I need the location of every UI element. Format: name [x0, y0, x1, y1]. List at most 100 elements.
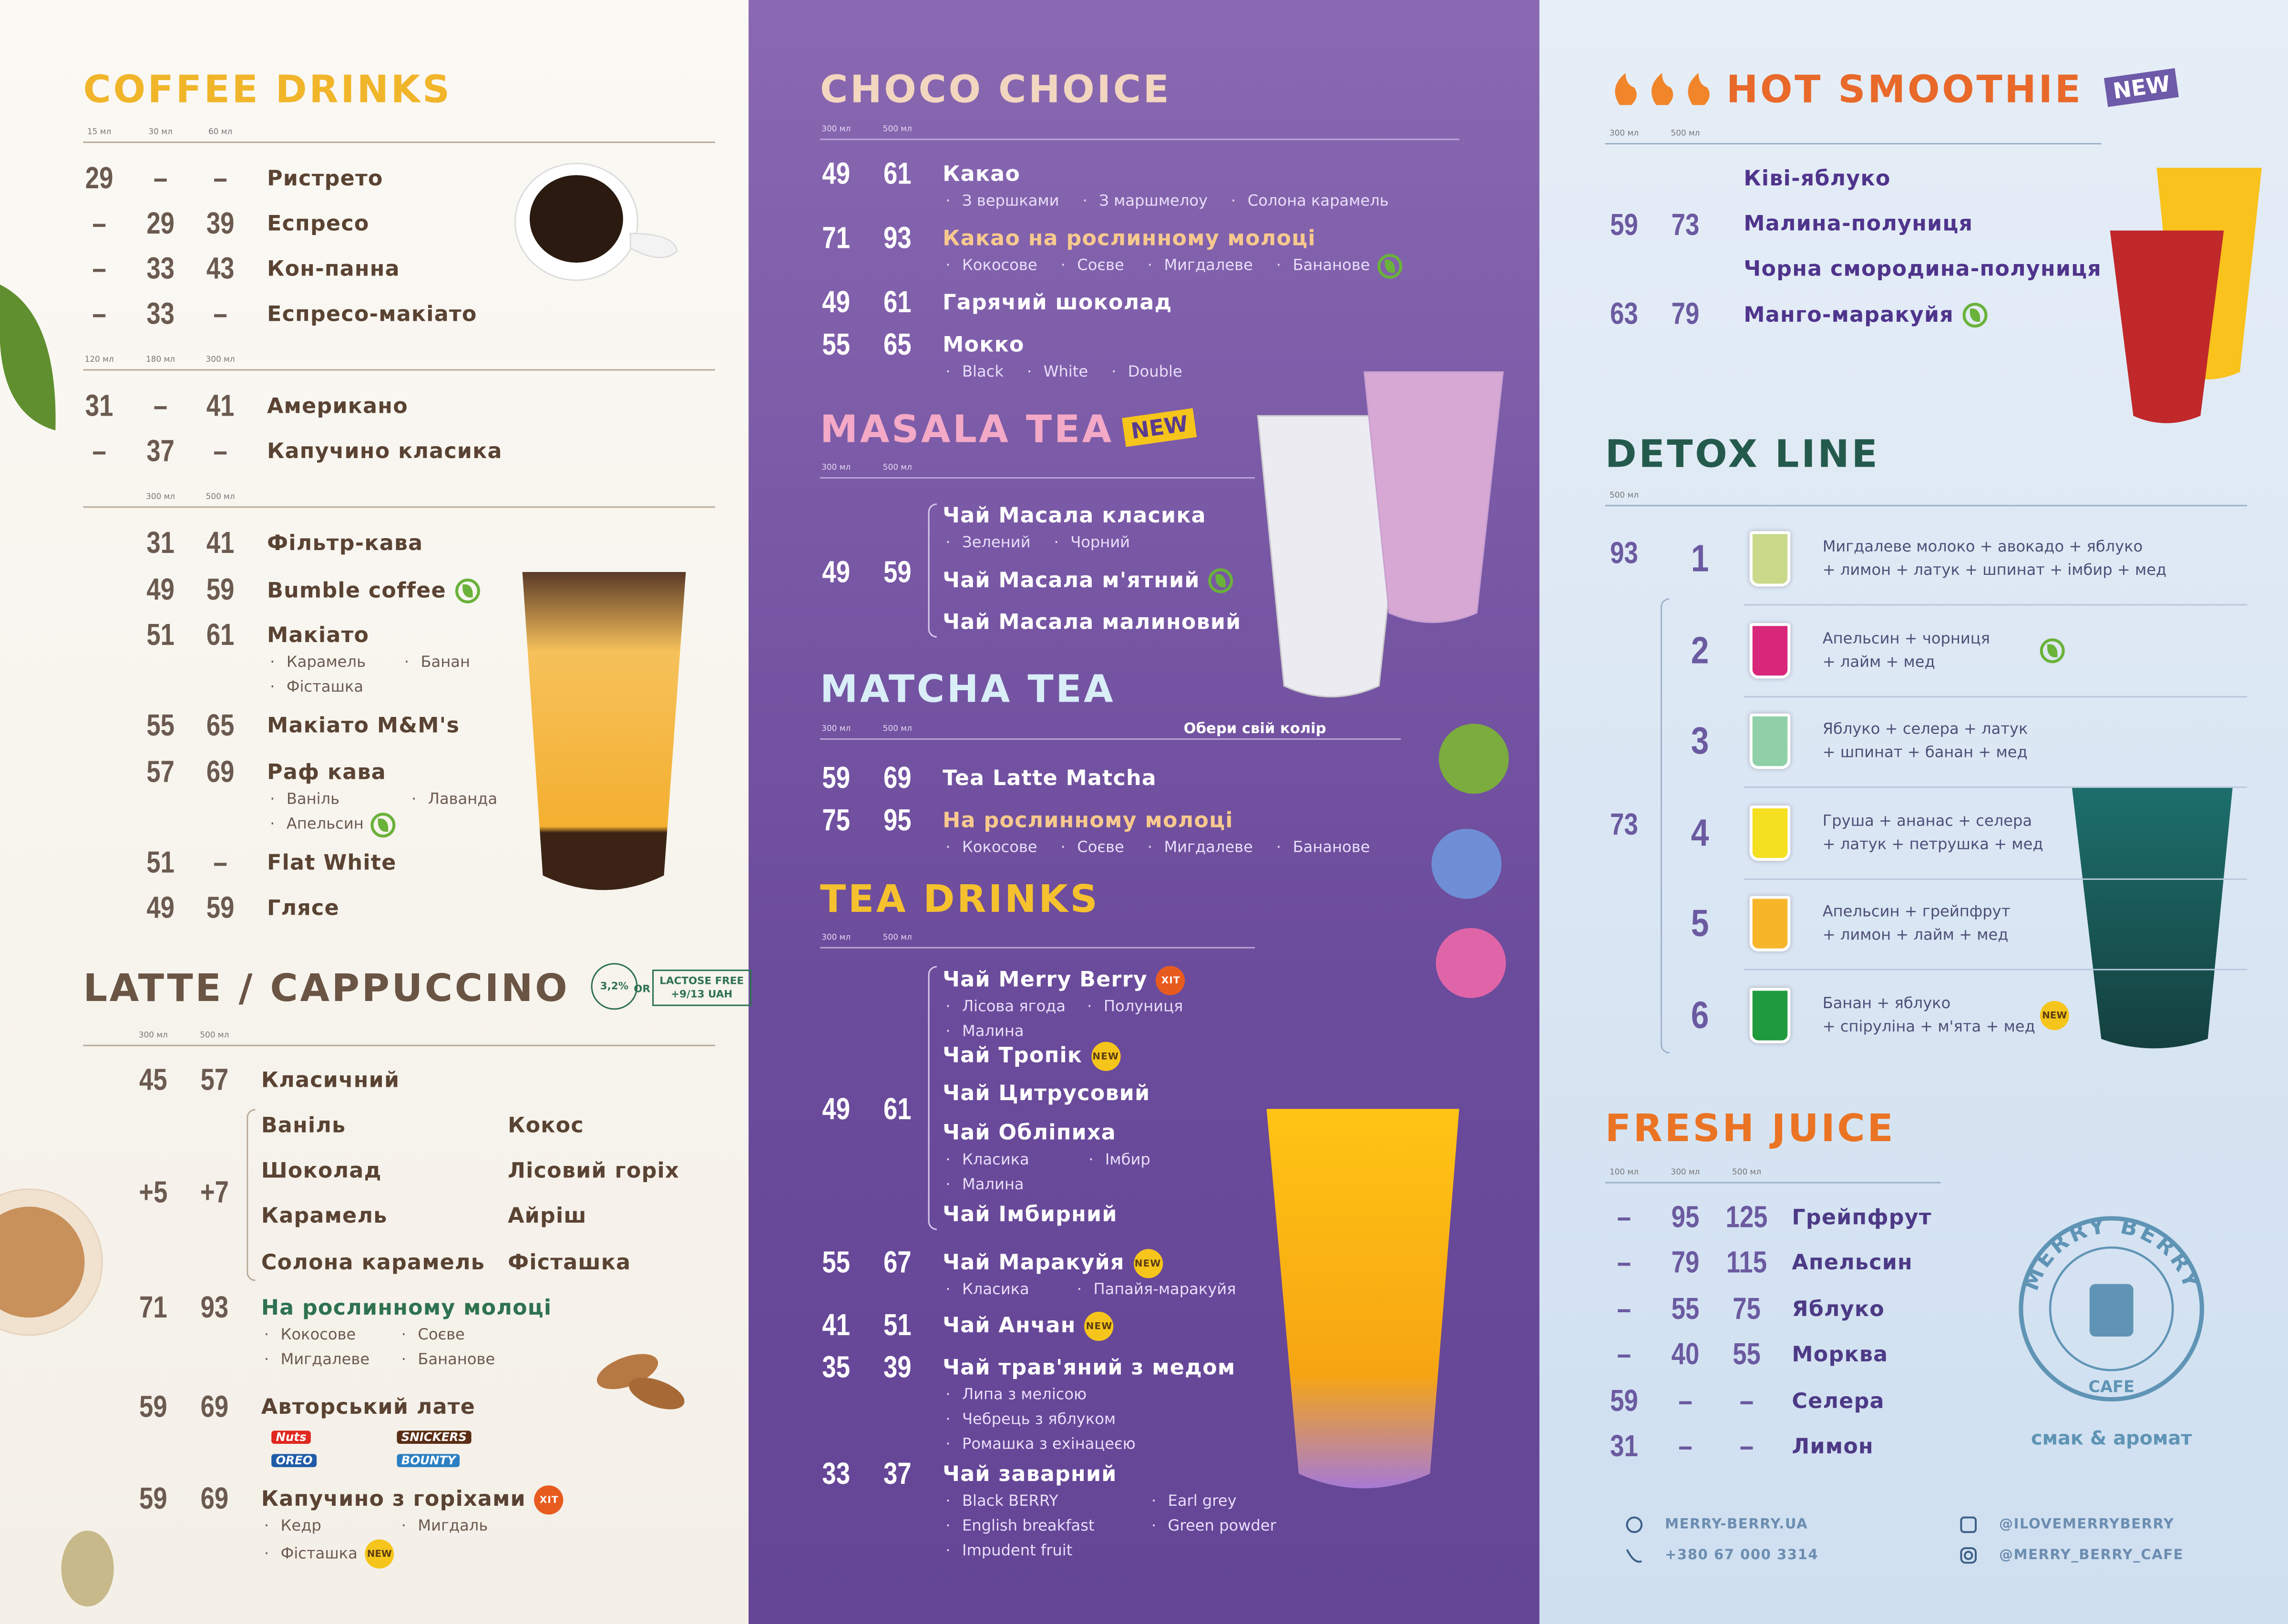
price: 69 — [200, 1482, 229, 1516]
item-name: Чай Маракуйя — [943, 1252, 1125, 1276]
badge: NEW — [365, 1539, 394, 1569]
plant-icon — [455, 578, 480, 603]
item: Лісовий горіх — [508, 1160, 679, 1184]
options: Зелений Чорний — [945, 531, 1130, 556]
detox-ingredients: Груша + ананас + селера — [1822, 813, 2032, 830]
option: Кедр — [264, 1514, 401, 1539]
detox-cup — [1749, 623, 1791, 679]
plant-icon — [2040, 638, 2065, 664]
item-name: Лісовий горіх — [508, 1160, 679, 1184]
section-title: LATTE / CAPPUCCINO — [83, 967, 570, 1011]
options: Кокосове Соєве Мигдалеве Бананове — [945, 836, 1370, 861]
matcha-pink — [1436, 928, 1506, 998]
section-title: MASALA TEA — [820, 409, 1114, 452]
detox-number: 6 — [1691, 993, 1709, 1037]
option-name: Папайя-маракуйя — [1093, 1281, 1236, 1299]
option: Ваніль — [270, 788, 411, 813]
option-name: Мигдалеве — [280, 1351, 370, 1369]
lactose-price: +9/13 UAH — [671, 988, 733, 1001]
size-label: 300 мл — [821, 464, 851, 473]
option: Кокосове — [945, 836, 1037, 861]
item: Чай Цитрусовий — [943, 1083, 1150, 1106]
options: Кокосове Соєве Мигдалеве Бананове — [945, 254, 1402, 279]
rule — [820, 947, 1255, 949]
option-name: Липа з мелісою — [962, 1386, 1087, 1404]
logo-sub: CAFE — [2088, 1377, 2134, 1396]
options: Лісова ягода Полуниця Малина — [945, 995, 1229, 1045]
option-name: Лаванда — [428, 791, 498, 808]
size-label: 120 мл — [84, 356, 114, 365]
item: Чай Масала класика — [943, 505, 1206, 528]
item: Кон-панна — [267, 258, 400, 282]
bracket — [246, 1109, 256, 1281]
price: – — [1617, 1338, 1631, 1372]
item-name: Чай заварний — [943, 1463, 1117, 1487]
option-name: Ваніль — [286, 791, 340, 808]
item-name: Чай Імбирний — [943, 1204, 1118, 1227]
item-name: Ківі-яблуко — [1744, 168, 1891, 192]
option-name: Малина — [962, 1022, 1024, 1041]
detox-number: 2 — [1691, 628, 1709, 672]
size-label: 300 мл — [1609, 130, 1639, 139]
matcha-note: Обери свій колір — [1183, 721, 1326, 738]
option-name: Зелений — [962, 534, 1031, 552]
rule — [1744, 604, 2247, 606]
contact-icons — [1626, 1516, 1977, 1564]
matcha-blue — [1431, 828, 1502, 899]
option-name: Earl grey — [1168, 1492, 1237, 1511]
option: Соєве — [401, 1323, 539, 1348]
rule — [1744, 969, 2247, 970]
detox-ingredients: + шпинат + банан + мед — [1822, 744, 2028, 762]
option-name: White — [1043, 363, 1088, 381]
option: Папайя-маракуйя — [1077, 1278, 1236, 1303]
options: Карамель Банан Фісташка — [270, 651, 538, 700]
item-name: Кон-панна — [267, 258, 400, 282]
price: +7 — [200, 1176, 229, 1210]
item: Морква — [1792, 1344, 1888, 1367]
option-name: Чорний — [1070, 534, 1130, 552]
item-name: Шоколад — [261, 1160, 382, 1184]
price: 61 — [883, 1093, 912, 1127]
option: Класика — [945, 1278, 1077, 1303]
option-name: Імбир — [1105, 1151, 1150, 1169]
item-name: Айріш — [508, 1205, 587, 1229]
price: 75 — [822, 804, 851, 838]
item: Ваніль — [261, 1115, 346, 1138]
price: 49 — [822, 556, 851, 590]
price: 33 — [146, 252, 174, 286]
item: На рослинному молоці — [261, 1297, 552, 1320]
options: Black White Double — [945, 360, 1182, 385]
option: White — [1027, 360, 1088, 385]
item-name: Чорна смородина-полуниця — [1744, 258, 2102, 282]
rule — [83, 1044, 715, 1046]
rule — [820, 738, 1401, 740]
smoothie — [2110, 230, 2224, 423]
option: Бананове — [1276, 836, 1370, 861]
option: Мигдалеве — [1148, 254, 1252, 279]
price: 59 — [206, 573, 235, 607]
price: 55 — [822, 1246, 851, 1280]
price: – — [153, 162, 168, 196]
option: Мигдалеве — [264, 1348, 401, 1373]
price: 59 — [822, 761, 851, 796]
lactose-free: LACTOSE FREE — [659, 975, 744, 987]
detox-ingredients: + лайм + мед — [1822, 654, 1935, 672]
item-name: Авторський лате — [261, 1396, 476, 1420]
rule — [1744, 696, 2247, 698]
option: Чорний — [1054, 531, 1130, 556]
pistachio — [61, 1531, 114, 1607]
item: Капучино з горіхами ХІТ — [261, 1485, 564, 1515]
item-name: Солона карамель — [261, 1252, 485, 1276]
item-name: Американо — [267, 395, 408, 419]
size-label: 500 мл — [882, 725, 912, 734]
item-name: Манго-маракуйя — [1744, 303, 1954, 327]
price: +5 — [139, 1176, 168, 1210]
price: 69 — [200, 1390, 229, 1424]
size-label: 180 мл — [146, 356, 175, 365]
rule — [1605, 1182, 1941, 1184]
price: 31 — [85, 389, 113, 423]
size-label: 300 мл — [205, 356, 235, 365]
milk-or: OR — [634, 983, 651, 995]
item: Какао на рослинному молоці — [943, 228, 1316, 251]
